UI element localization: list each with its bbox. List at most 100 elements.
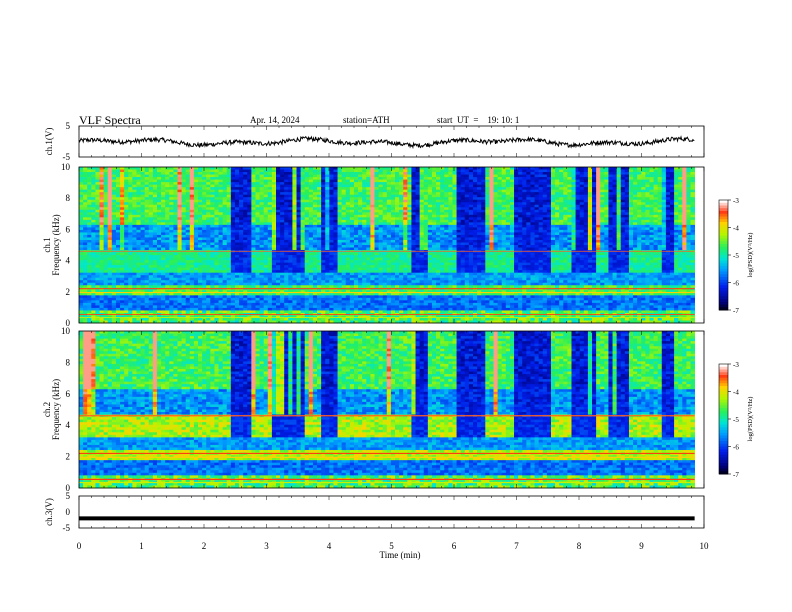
spectrogram-cell [366, 300, 371, 304]
spectrogram-cell [79, 275, 84, 279]
spectrogram-cell [218, 194, 224, 198]
spectrogram-cell [345, 214, 351, 218]
spectrogram-cell [230, 197, 236, 201]
spectrogram-cell [271, 300, 277, 304]
spectrogram-cell [198, 219, 203, 223]
spectrogram-cell [177, 232, 182, 236]
spectrogram-cell [271, 214, 277, 218]
spectrogram-cell [198, 234, 203, 238]
spectrogram-cell [218, 282, 224, 286]
spectrogram-cell [276, 194, 281, 198]
spectrogram-cell [189, 315, 195, 319]
spectrogram-cell [255, 179, 260, 183]
spectrogram-cell [165, 277, 170, 281]
spectrogram-cell [210, 232, 215, 236]
spectrogram-cell [370, 245, 375, 248]
spectrogram-cell [79, 182, 84, 186]
spectrogram-cell [337, 262, 343, 266]
spectrogram-cell [370, 192, 375, 196]
spectrogram-cell [312, 237, 318, 241]
spectrogram-cell [267, 199, 273, 203]
spectrogram-cell [189, 300, 195, 304]
spectrogram-cell [276, 172, 281, 175]
spectrogram-cell [292, 182, 297, 186]
spectrogram-cell [276, 182, 281, 186]
spectrogram-cell [255, 227, 260, 231]
spectrogram-cell [222, 174, 228, 178]
spectrogram-cell [255, 302, 260, 306]
spectrogram-cell [325, 204, 330, 208]
spectrogram-cell [185, 302, 191, 306]
spectrogram-cell [267, 255, 273, 258]
spectrogram-cell [120, 199, 125, 203]
spectrogram-cell [333, 224, 338, 228]
spectrogram-cell [214, 252, 219, 256]
spectrogram-cell [390, 305, 396, 309]
spectrogram-cell [128, 224, 133, 228]
spectrogram-cell [152, 217, 158, 221]
spectrogram-cell [173, 214, 178, 218]
spectrogram-cell [288, 217, 293, 221]
spectrogram-cell [382, 177, 388, 180]
spectrogram-cell [370, 207, 375, 211]
spectrogram-cell [382, 234, 388, 238]
spectrogram-cell [148, 187, 154, 191]
spectrogram-cell [161, 290, 166, 294]
spectrogram-cell [156, 172, 162, 175]
spectrogram-cell [218, 167, 224, 170]
spectrogram-cell [239, 237, 244, 241]
spectrogram-cell [366, 232, 371, 236]
spectrogram-cell [280, 320, 285, 324]
spectrogram-cell [304, 297, 310, 301]
spectrogram-cell [140, 179, 146, 183]
spectrogram-cell [366, 222, 371, 226]
spectrogram-cell [120, 295, 125, 299]
spectrogram-cell [222, 310, 228, 314]
spectrogram-cell [395, 307, 400, 311]
spectrogram-cell [358, 297, 363, 301]
spectrogram-cell [234, 257, 240, 261]
spectrogram-cell [259, 297, 265, 301]
spectrogram-cell [333, 257, 338, 261]
spectrogram-cell [124, 239, 129, 243]
spectrogram-cell [87, 320, 92, 324]
spectrogram-cell [87, 182, 92, 186]
spectrogram-cell [386, 247, 392, 251]
spectrogram-cell [263, 290, 269, 294]
spectrogram-cell [226, 239, 232, 243]
spectrogram-cell [124, 257, 129, 261]
spectrogram-cell [79, 199, 84, 203]
spectrogram-cell [312, 310, 318, 314]
spectrogram-cell [312, 192, 318, 196]
spectrogram-cell [128, 177, 133, 180]
spectrogram-cell [321, 212, 326, 216]
spectrogram-cell [304, 177, 310, 180]
spectrogram-cell [329, 182, 334, 186]
spectrogram-cell [124, 187, 129, 191]
spectrogram-cell [390, 224, 396, 228]
spectrogram-cell [132, 222, 137, 226]
spectrogram-cell [189, 290, 195, 294]
spectrogram-cell [312, 182, 318, 186]
spectrogram-cell [247, 214, 252, 218]
spectrogram-cell [386, 270, 392, 274]
spectrogram-cell [395, 182, 400, 186]
spectrogram-cell [148, 295, 154, 299]
spectrogram-cell [399, 187, 404, 191]
spectrogram-cell [251, 204, 256, 208]
spectrogram-cell [399, 192, 404, 196]
spectrogram-cell [189, 305, 195, 309]
spectrogram-cell [156, 217, 162, 221]
spectrogram-cell [370, 229, 375, 233]
spectrogram-cell [337, 187, 343, 191]
spectrogram-cell [214, 202, 219, 206]
spectrogram-cell [271, 197, 277, 201]
spectrogram-cell [148, 267, 154, 271]
spectrogram-cell [304, 179, 310, 183]
spectrogram-cell [288, 257, 293, 261]
spectrogram-cell [193, 192, 199, 196]
spectrogram-cell [103, 302, 109, 306]
spectrogram-cell [165, 172, 170, 175]
spectrogram-cell [210, 282, 215, 286]
spectrogram-cell [128, 227, 133, 231]
